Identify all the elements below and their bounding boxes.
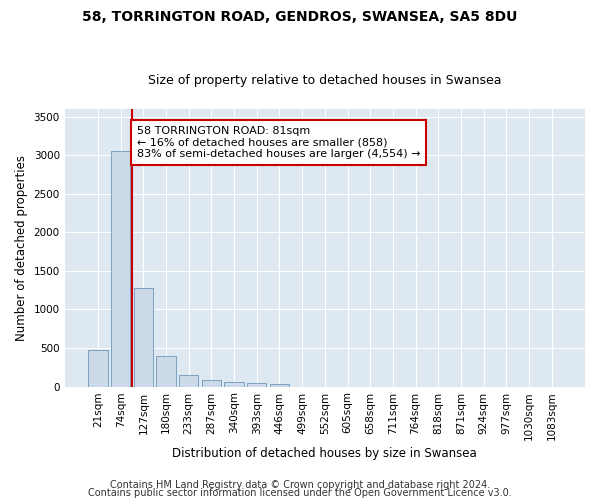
Bar xyxy=(270,384,289,386)
Text: Contains HM Land Registry data © Crown copyright and database right 2024.: Contains HM Land Registry data © Crown c… xyxy=(110,480,490,490)
Y-axis label: Number of detached properties: Number of detached properties xyxy=(15,155,28,341)
X-axis label: Distribution of detached houses by size in Swansea: Distribution of detached houses by size … xyxy=(172,447,477,460)
Bar xyxy=(224,382,244,386)
Bar xyxy=(88,350,107,387)
Text: 58 TORRINGTON ROAD: 81sqm
← 16% of detached houses are smaller (858)
83% of semi: 58 TORRINGTON ROAD: 81sqm ← 16% of detac… xyxy=(137,126,420,159)
Bar xyxy=(202,380,221,386)
Text: 58, TORRINGTON ROAD, GENDROS, SWANSEA, SA5 8DU: 58, TORRINGTON ROAD, GENDROS, SWANSEA, S… xyxy=(82,10,518,24)
Title: Size of property relative to detached houses in Swansea: Size of property relative to detached ho… xyxy=(148,74,502,87)
Text: Contains public sector information licensed under the Open Government Licence v3: Contains public sector information licen… xyxy=(88,488,512,498)
Bar xyxy=(157,356,176,386)
Bar xyxy=(134,288,153,386)
Bar xyxy=(111,152,130,386)
Bar xyxy=(247,383,266,386)
Bar xyxy=(179,374,199,386)
